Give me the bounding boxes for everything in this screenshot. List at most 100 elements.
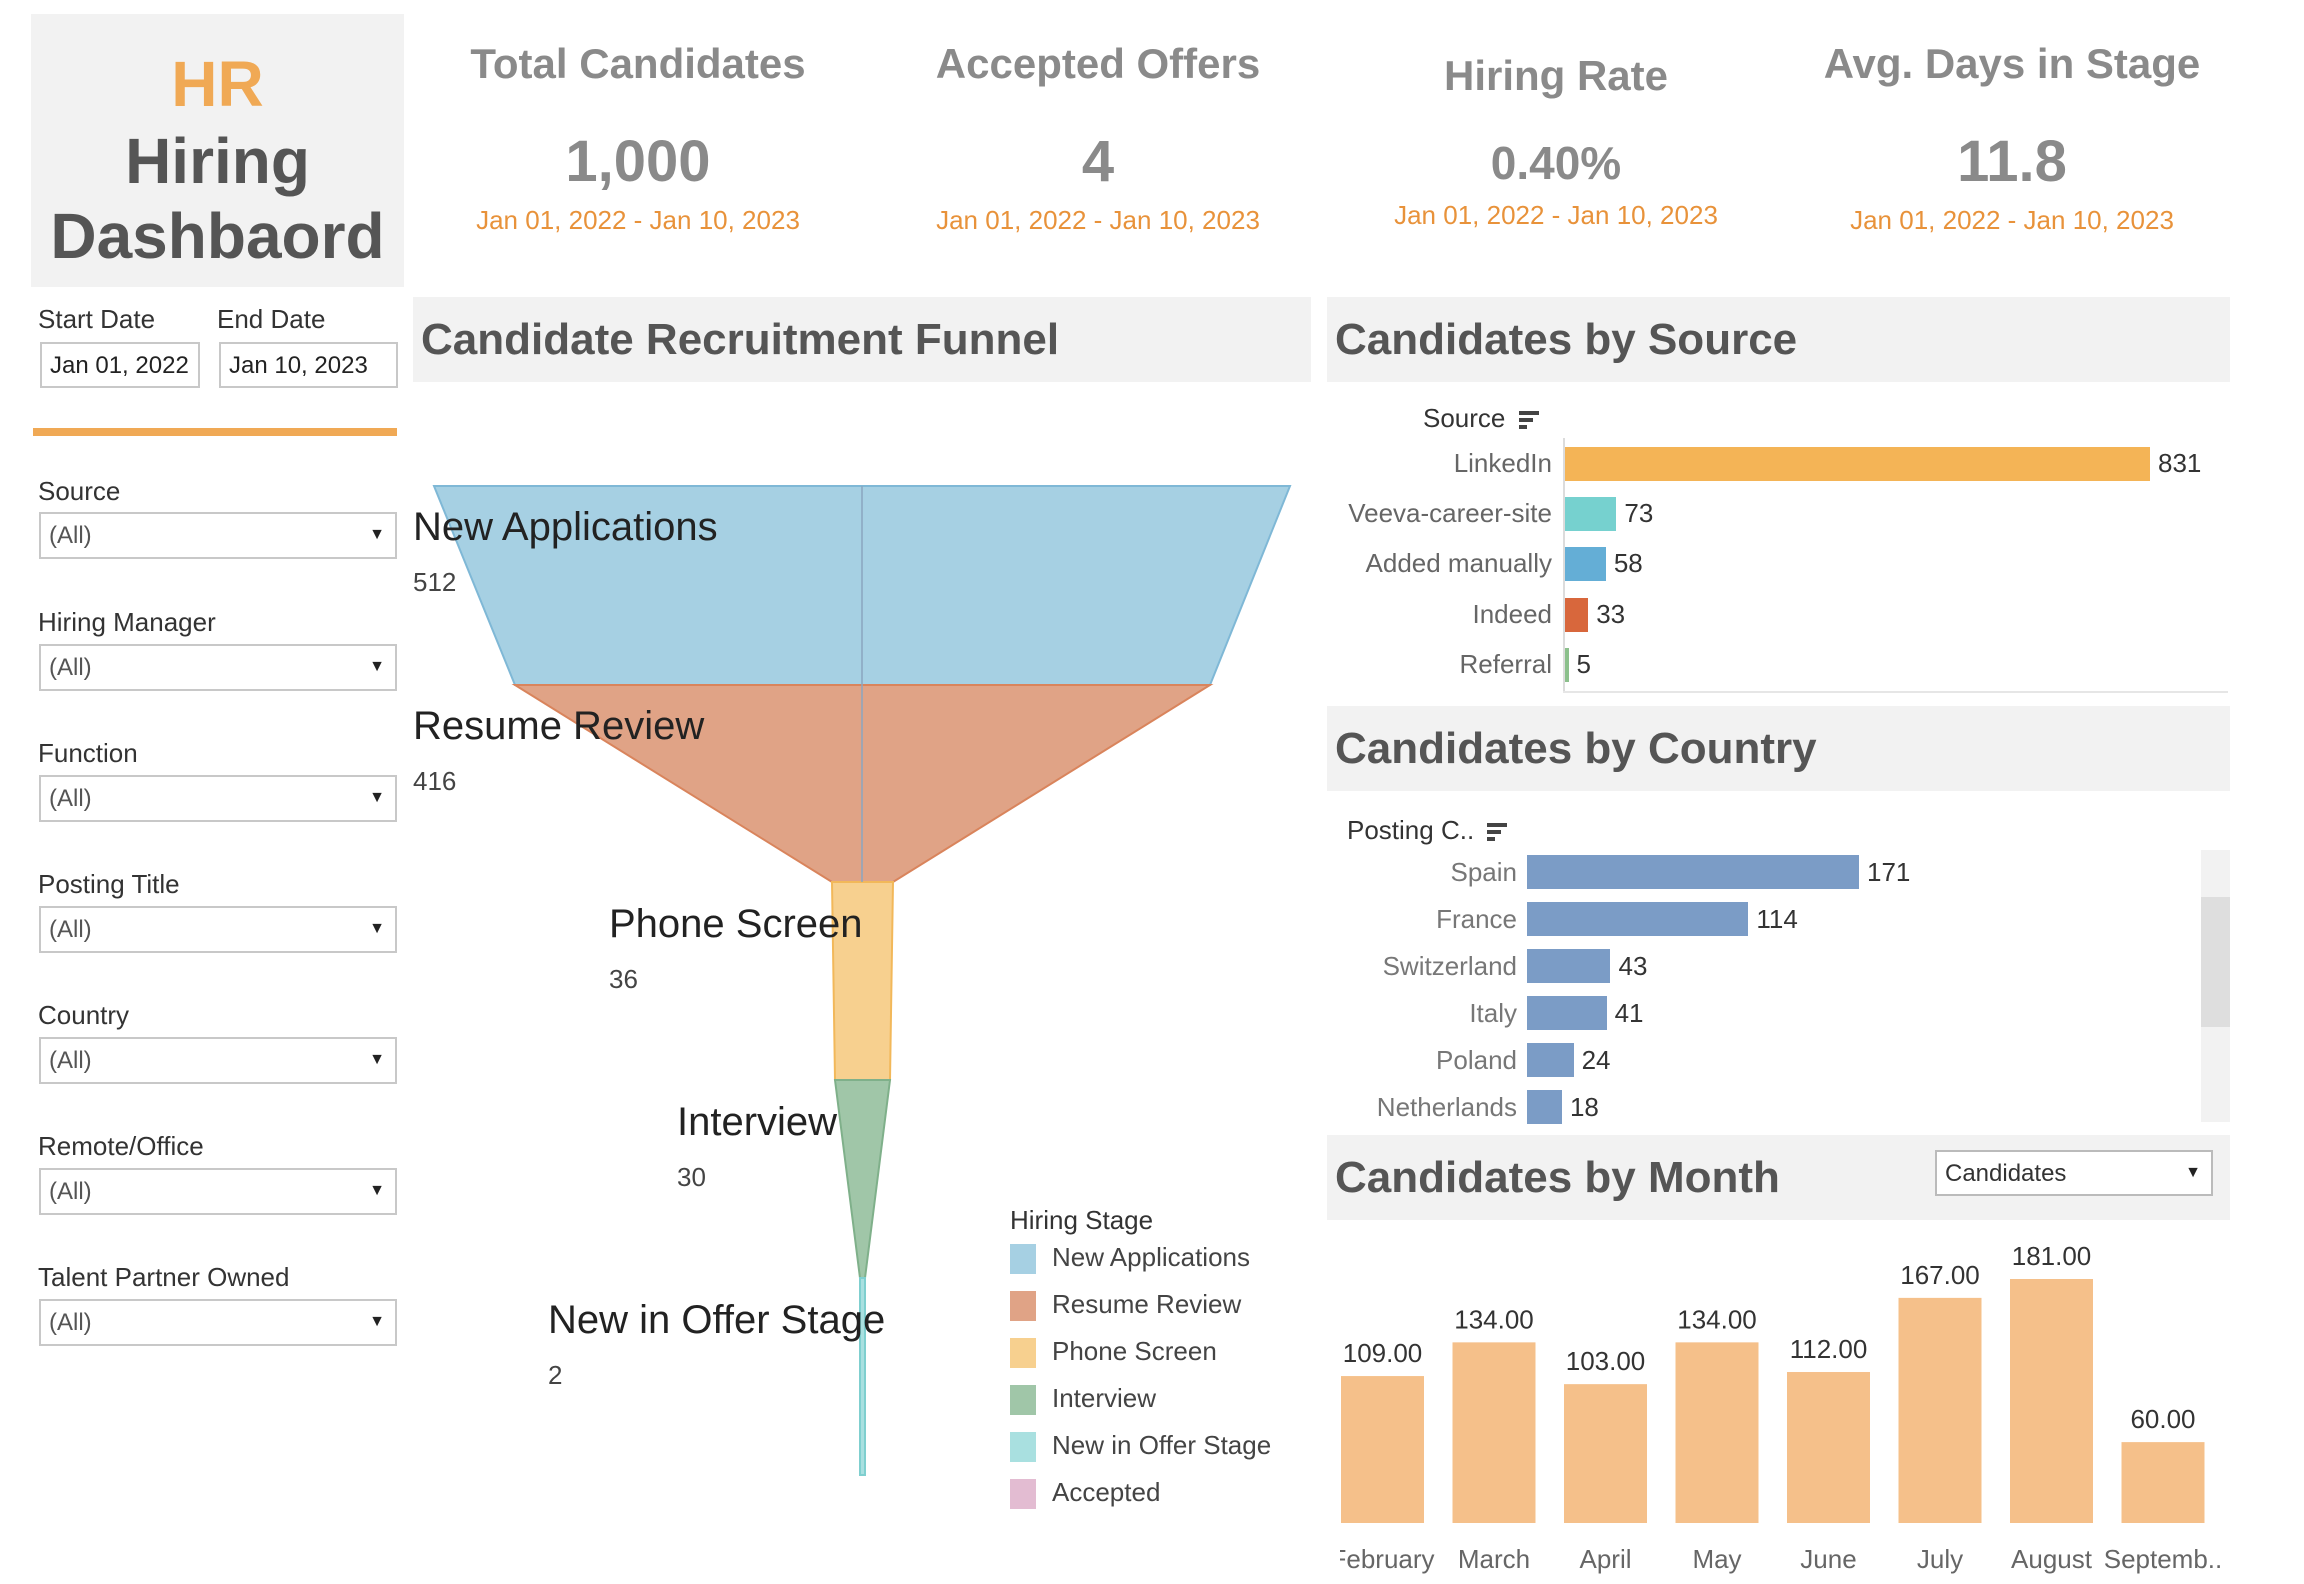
dropdown-arrow-icon: ▼: [369, 920, 385, 937]
legend-label: Phone Screen: [1052, 1336, 1217, 1366]
source-category: Indeed: [1472, 599, 1552, 629]
dropdown-arrow-icon: ▼: [369, 789, 385, 806]
legend-title: Hiring Stage: [1010, 1205, 1154, 1235]
sort-icon[interactable]: [1487, 823, 1508, 841]
filter-select-value: (All): [49, 1178, 92, 1205]
month-measure-value: Candidates: [1945, 1160, 2067, 1187]
filter-remote-office-select[interactable]: (All) ▼: [39, 1168, 397, 1215]
source-bar[interactable]: [1565, 598, 1589, 632]
month-bar[interactable]: [1787, 1372, 1870, 1523]
title-line-dashboard: Dashbaord: [50, 200, 385, 272]
funnel-segment-new-in-offer-stage: [859, 1277, 866, 1476]
filter-posting-title-select[interactable]: (All) ▼: [39, 906, 397, 953]
country-category: Poland: [1436, 1045, 1517, 1075]
title-line-hiring: Hiring: [125, 125, 310, 197]
country-bar[interactable]: [1527, 949, 1611, 983]
filter-hiring-manager-select[interactable]: (All) ▼: [39, 644, 397, 691]
legend-swatch: [1010, 1244, 1036, 1274]
funnel-stage-label: New Applications: [413, 505, 718, 549]
filter-source-select[interactable]: (All) ▼: [39, 512, 397, 559]
month-bar[interactable]: [1898, 1297, 1982, 1523]
source-category: LinkedIn: [1453, 448, 1552, 478]
source-section-header: Candidates by Source: [1327, 297, 2230, 382]
kpi-total-candidates: Total Candidates 1,000 Jan 01, 2022 - Ja…: [428, 40, 848, 236]
source-value-label: 5: [1576, 649, 1591, 679]
dropdown-arrow-icon: ▼: [369, 526, 385, 543]
month-bar[interactable]: [1341, 1376, 1424, 1523]
kpi-value: 1,000: [565, 129, 711, 194]
dropdown-arrow-icon: ▼: [369, 1182, 385, 1199]
country-axis-label: Posting C..: [1347, 815, 1475, 845]
source-bar[interactable]: [1565, 547, 1606, 581]
funnel-section-header: Candidate Recruitment Funnel: [413, 297, 1311, 382]
kpi-value: 0.40%: [1490, 137, 1622, 189]
month-value-label: 181.00: [2012, 1241, 2092, 1271]
country-bar[interactable]: [1527, 902, 1749, 936]
kpi-title: Avg. Days in Stage: [1823, 40, 2201, 87]
funnel-stage-label: Resume Review: [413, 704, 705, 748]
filter-select-value: (All): [49, 1309, 92, 1336]
section-title: Candidates by Month: [1335, 1153, 1780, 1202]
month-value-label: 112.00: [1790, 1334, 1868, 1364]
country-value-label: 171: [1867, 857, 1911, 887]
kpi-title: Total Candidates: [470, 40, 806, 87]
country-value-label: 114: [1756, 904, 1798, 934]
kpi-title: Hiring Rate: [1443, 52, 1669, 99]
source-bar[interactable]: [1565, 648, 1569, 682]
month-value-label: 134.00: [1677, 1304, 1757, 1334]
country-bar[interactable]: [1527, 996, 1607, 1030]
filter-talent-partner-label: Talent Partner Owned: [38, 1262, 290, 1292]
source-bar[interactable]: [1565, 497, 1617, 531]
month-bar[interactable]: [1452, 1342, 1536, 1523]
funnel-stage-value: 416: [413, 766, 457, 796]
month-category-label: March: [1458, 1544, 1530, 1574]
source-bar[interactable]: [1565, 447, 2150, 481]
kpi-title: Accepted Offers: [935, 40, 1261, 87]
country-bar[interactable]: [1527, 1090, 1562, 1124]
filter-select-value: (All): [49, 785, 92, 812]
source-category: Veeva-career-site: [1348, 498, 1552, 528]
month-bar[interactable]: [2121, 1442, 2205, 1523]
funnel-stage-value: 36: [609, 964, 638, 994]
filter-hiring-manager-label: Hiring Manager: [38, 607, 216, 637]
kpi-date-range: Jan 01, 2022 - Jan 10, 2023: [476, 205, 800, 235]
end-date-input[interactable]: Jan 10, 2023: [219, 342, 398, 388]
source-axis-header[interactable]: Source: [1423, 403, 1539, 434]
dropdown-arrow-icon: ▼: [369, 1051, 385, 1068]
funnel-chart: [432, 485, 1292, 1476]
filter-source-label: Source: [38, 476, 121, 506]
kpi-avg-days-in-stage: Avg. Days in Stage 11.8 Jan 01, 2022 - J…: [1802, 40, 2222, 236]
legend-swatch: [1010, 1291, 1036, 1321]
month-category-label: Septemb..: [2104, 1544, 2223, 1574]
source-bottom-rule: [1563, 691, 2228, 693]
filter-country-select[interactable]: (All) ▼: [39, 1037, 397, 1084]
country-bar[interactable]: [1527, 855, 1859, 889]
month-bar[interactable]: [1564, 1384, 1647, 1523]
month-value-label: 167.00: [1900, 1260, 1980, 1290]
country-bar[interactable]: [1527, 1043, 1574, 1077]
filter-talent-partner-select[interactable]: (All) ▼: [39, 1299, 397, 1346]
filter-select-value: (All): [49, 654, 92, 681]
filter-function-select[interactable]: (All) ▼: [39, 775, 397, 822]
month-bar[interactable]: [2010, 1279, 2093, 1523]
sort-icon[interactable]: [1518, 411, 1539, 429]
legend-label: New in Offer Stage: [1052, 1430, 1272, 1460]
country-scrollbar-thumb[interactable]: [2201, 897, 2230, 1027]
month-bar[interactable]: [1675, 1342, 1759, 1523]
funnel-segment-interview: [833, 1079, 892, 1279]
funnel-stage-value: 2: [548, 1360, 563, 1390]
funnel-stage-label: Phone Screen: [609, 902, 863, 946]
month-category-label: May: [1692, 1544, 1741, 1574]
legend-swatch: [1010, 1338, 1036, 1368]
start-date-label: Start Date: [38, 304, 156, 334]
month-measure-select[interactable]: Candidates ▼: [1935, 1150, 2213, 1196]
start-date-input[interactable]: Jan 01, 2022: [40, 342, 200, 388]
country-category: Italy: [1469, 998, 1517, 1028]
filter-posting-title-label: Posting Title: [38, 869, 180, 899]
country-axis-header[interactable]: Posting C..: [1347, 815, 1508, 846]
filter-select-value: (All): [49, 522, 92, 549]
legend-swatch: [1010, 1432, 1036, 1462]
filter-function-label: Function: [38, 738, 138, 768]
source-category: Referral: [1459, 649, 1552, 679]
section-title: Candidate Recruitment Funnel: [421, 315, 1060, 364]
